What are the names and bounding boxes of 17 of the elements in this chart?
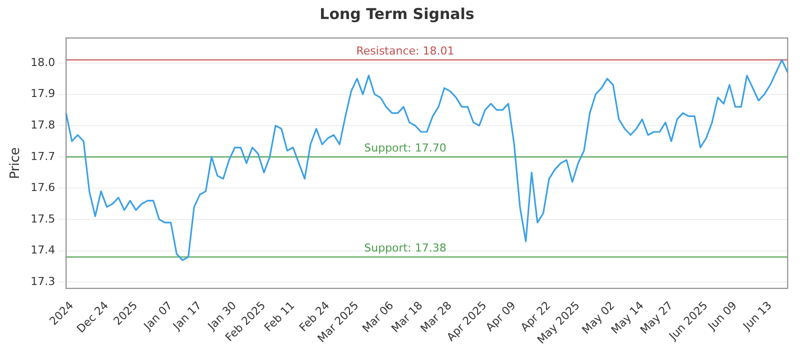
y-tick-label: 17.3 bbox=[30, 274, 56, 288]
y-tick-label: 17.8 bbox=[30, 118, 56, 132]
y-tick-label: 17.4 bbox=[30, 244, 56, 257]
ref-line-label: Support: 17.70 bbox=[364, 141, 446, 154]
y-axis-title: Price bbox=[8, 147, 24, 180]
x-tick-label: Jun 13 bbox=[740, 298, 774, 334]
x-tick-label: Dec 24 bbox=[74, 298, 111, 336]
x-tick-label: Jan 17 bbox=[170, 298, 204, 334]
y-tick-label: 17.9 bbox=[30, 87, 56, 100]
y-tick-label: 17.7 bbox=[30, 150, 56, 163]
y-tick-label: 17.5 bbox=[30, 212, 56, 226]
y-tick-label: 17.6 bbox=[30, 181, 56, 194]
ref-line-label: Support: 17.38 bbox=[364, 241, 446, 254]
y-tick-label: 18.0 bbox=[30, 56, 56, 69]
ref-line-label: Resistance: 18.01 bbox=[356, 44, 454, 58]
x-tick-label: Jun 09 bbox=[705, 298, 740, 334]
chart-title: Long Term Signals bbox=[320, 4, 474, 23]
